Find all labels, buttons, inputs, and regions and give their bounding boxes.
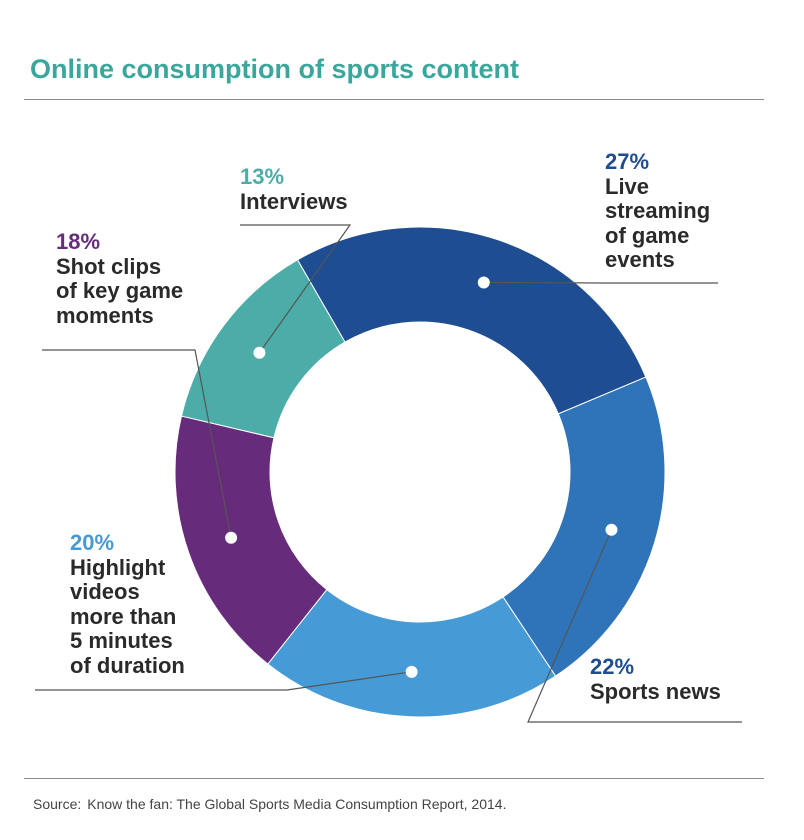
label-shot-clips-text: Shot clips of key game moments [56,253,184,328]
leader-line-sports-news [527,529,742,723]
slice-highlight-videos [267,588,557,718]
label-interviews: 13% Interviews [240,164,348,214]
label-shot-clips-pct: 18% [56,229,101,254]
leader-line-live-streaming [483,281,718,284]
leader-dot-shot-clips [225,531,238,544]
chart-title: Online consumption of sports content [30,54,519,84]
label-sports-news-text: Sports news [590,678,721,704]
leader-dot-live-streaming [477,276,490,289]
label-interviews-text: Interviews [240,188,348,214]
label-sports-news-pct: 22% [590,654,635,679]
label-highlight-videos-text: Highlight videos more than 5 minutes of … [70,554,185,678]
bottom-divider [24,778,764,779]
label-highlight-videos-pct: 20% [70,530,115,555]
label-sports-news: 22% Sports news [590,654,721,704]
slice-live-streaming [296,226,647,415]
source-text: Know the fan: The Global Sports Media Co… [87,796,507,812]
label-live-streaming-pct: 27% [605,149,650,174]
label-live-streaming: 27% Live streaming of game events [605,149,711,273]
label-interviews-pct: 13% [240,164,285,189]
label-highlight-videos: 20% Highlight videos more than 5 minutes… [70,530,185,678]
leader-dot-highlight-videos [405,665,418,678]
leader-dot-interviews [253,346,266,359]
leader-line-highlight-videos [35,671,412,691]
label-shot-clips: 18% Shot clips of key game moments [56,229,184,328]
top-divider [24,99,764,100]
leader-dot-sports-news [605,523,618,536]
leader-line-interviews [240,224,352,354]
slice-sports-news [502,376,666,677]
label-live-streaming-text: Live streaming of game events [605,173,711,272]
leader-line-shot-clips [42,349,232,538]
slice-shot-clips [174,415,328,665]
source-label: Source: [33,796,82,812]
source-note: Source: Know the fan: The Global Sports M… [33,796,506,812]
